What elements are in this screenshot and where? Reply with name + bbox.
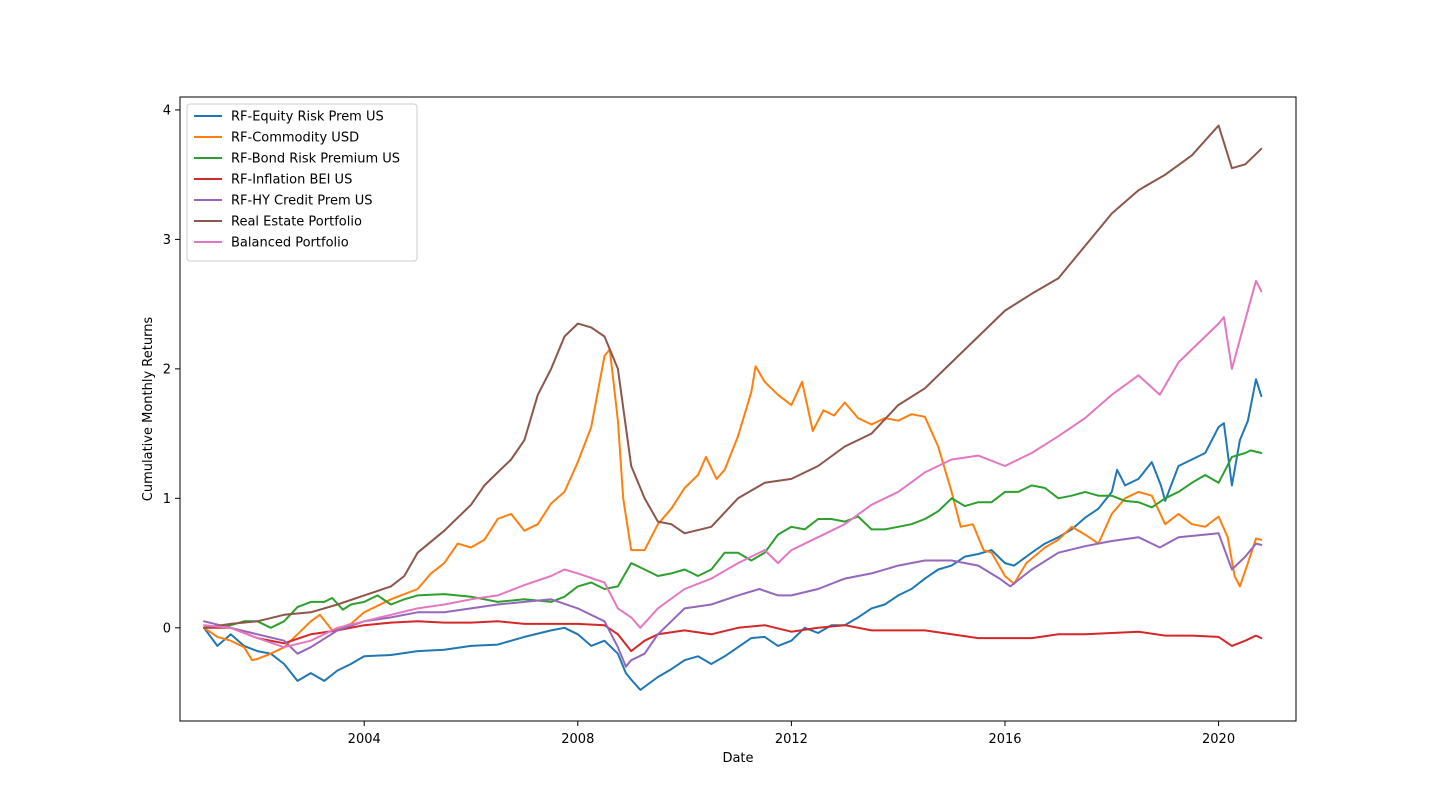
series-line-rf-inflation-bei-us bbox=[203, 620, 1263, 653]
x-tick-label: 2012 bbox=[775, 732, 808, 747]
legend-box bbox=[186, 103, 418, 262]
y-axis-label: Cumulative Monthly Returns bbox=[141, 317, 156, 502]
series-layer bbox=[203, 124, 1263, 691]
legend-label-rf-inflation-bei-us: RF-Inflation BEI US bbox=[231, 173, 352, 188]
y-tick-label: 1 bbox=[163, 492, 171, 507]
series-line-rf-commodity-usd bbox=[203, 348, 1263, 662]
x-tick-label: 2004 bbox=[348, 732, 381, 747]
legend-label-balanced-portfolio: Balanced Portfolio bbox=[231, 236, 349, 251]
x-tick-label: 2016 bbox=[988, 732, 1021, 747]
axes-frame bbox=[179, 96, 1297, 722]
y-tick-label: 4 bbox=[163, 103, 171, 118]
series-line-rf-equity-risk-prem-us bbox=[203, 378, 1263, 691]
series-line-balanced-portfolio bbox=[203, 279, 1263, 649]
x-axis: 2004 2008 2012 2016 2020 bbox=[348, 721, 1235, 747]
y-tick-label: 3 bbox=[163, 233, 171, 248]
legend-label-rf-hy-credit-prem-us: RF-HY Credit Prem US bbox=[231, 194, 373, 209]
y-tick-label: 0 bbox=[163, 621, 171, 636]
x-tick-label: 2008 bbox=[561, 732, 594, 747]
legend: RF-Equity Risk Prem US RF-Commodity USD RF… bbox=[186, 103, 418, 262]
legend-label-rf-equity-risk-prem-us: RF-Equity Risk Prem US bbox=[231, 110, 384, 125]
legend-label-rf-bond-risk-premium-us: RF-Bond Risk Premium US bbox=[231, 152, 400, 167]
y-tick-label: 2 bbox=[163, 362, 171, 377]
series-line-rf-bond-risk-premium-us bbox=[203, 449, 1263, 629]
y-axis: 0 1 2 3 4 bbox=[163, 103, 180, 636]
x-axis-label: Date bbox=[722, 751, 753, 766]
series-line-rf-hy-credit-prem-us bbox=[203, 532, 1263, 668]
legend-label-rf-commodity-usd: RF-Commodity USD bbox=[231, 131, 359, 146]
legend-label-real-estate-portfolio: Real Estate Portfolio bbox=[231, 215, 362, 230]
series-line-real-estate-portfolio bbox=[203, 124, 1263, 629]
x-tick-label: 2020 bbox=[1202, 732, 1235, 747]
